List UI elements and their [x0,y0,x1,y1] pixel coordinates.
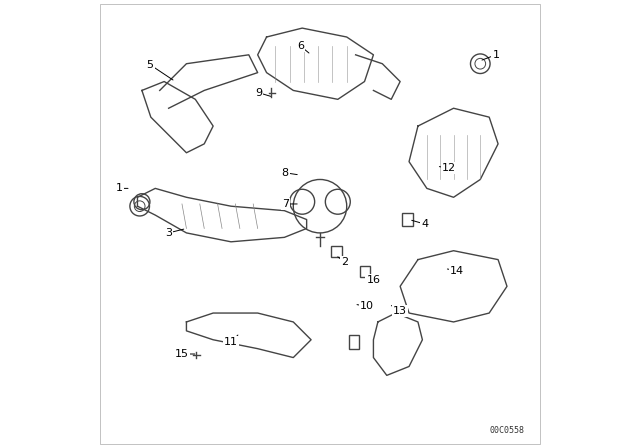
Text: 3: 3 [165,228,172,238]
FancyBboxPatch shape [403,213,413,226]
Text: 8: 8 [282,168,289,178]
Text: 13: 13 [393,306,407,316]
Text: 14: 14 [450,266,464,276]
Text: 00C0558: 00C0558 [490,426,525,435]
FancyBboxPatch shape [349,335,359,349]
Text: 6: 6 [297,41,304,51]
Text: 16: 16 [367,275,380,284]
Text: 15: 15 [175,349,189,359]
Text: 12: 12 [442,164,456,173]
FancyBboxPatch shape [331,246,342,258]
Text: 4: 4 [421,219,428,229]
Text: 9: 9 [255,88,262,98]
Text: 2: 2 [341,257,348,267]
Text: 1: 1 [116,183,123,194]
Text: 5: 5 [147,60,154,69]
FancyBboxPatch shape [360,266,370,277]
Text: 11: 11 [224,337,238,347]
Text: 10: 10 [360,302,374,311]
Text: 1: 1 [492,50,499,60]
Text: 7: 7 [282,199,289,209]
